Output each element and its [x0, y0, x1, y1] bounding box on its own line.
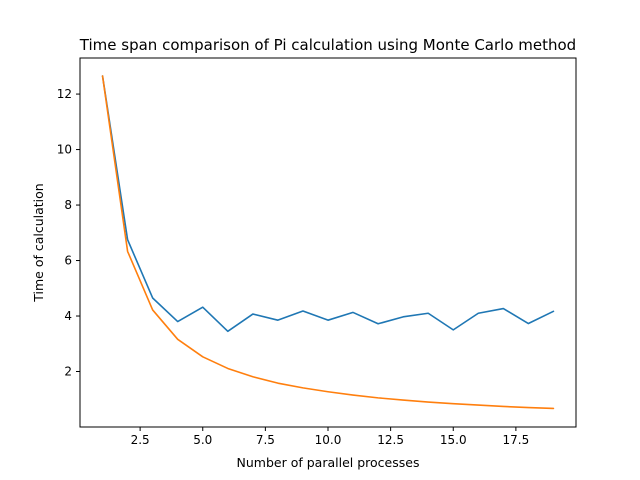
x-tick-label: 10.0 [315, 433, 342, 447]
x-tick-label: 12.5 [377, 433, 404, 447]
series-line-2 [101, 75, 555, 410]
x-axis: 2.5 5.0 7.5 10.0 12.5 15.0 17.5 [131, 427, 530, 447]
plot-area [101, 75, 555, 410]
y-tick-label: 8 [64, 198, 72, 212]
x-tick-label: 5.0 [193, 433, 212, 447]
y-tick-label: 12 [57, 87, 72, 101]
x-tick-label: 17.5 [503, 433, 530, 447]
x-tick-label: 7.5 [256, 433, 275, 447]
x-tick-label: 2.5 [131, 433, 150, 447]
y-tick-label: 4 [64, 309, 72, 323]
x-tick-label: 15.0 [440, 433, 467, 447]
y-tick-label: 10 [57, 143, 72, 157]
axes-frame [79, 57, 577, 428]
x-axis-label: Number of parallel processes [237, 455, 420, 470]
series-line-1 [101, 75, 555, 333]
y-tick-label: 6 [64, 254, 72, 268]
y-axis: 2 4 6 8 10 12 [57, 87, 80, 379]
chart-title: Time span comparison of Pi calculation u… [79, 36, 576, 54]
y-axis-label: Time of calculation [31, 183, 46, 302]
y-tick-label: 2 [64, 365, 72, 379]
